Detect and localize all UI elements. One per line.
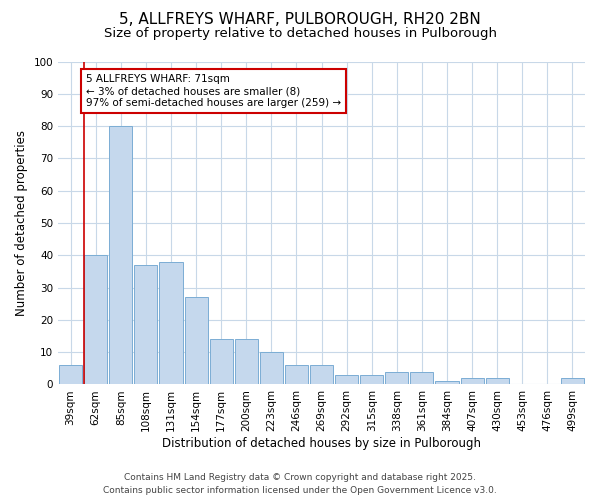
Bar [109,126,133,384]
Text: Size of property relative to detached houses in Pulborough: Size of property relative to detached ho… [104,28,497,40]
Bar [209,339,233,384]
Text: Contains HM Land Registry data © Crown copyright and database right 2025.
Contai: Contains HM Land Registry data © Crown c… [103,474,497,495]
Bar [59,365,82,384]
Bar [235,339,258,384]
Bar [84,256,107,384]
Bar [335,375,358,384]
Bar [485,378,509,384]
Bar [134,265,157,384]
Bar [285,365,308,384]
Text: 5, ALLFREYS WHARF, PULBOROUGH, RH20 2BN: 5, ALLFREYS WHARF, PULBOROUGH, RH20 2BN [119,12,481,28]
Bar [160,262,182,384]
Bar [561,378,584,384]
Bar [461,378,484,384]
Text: 5 ALLFREYS WHARF: 71sqm
← 3% of detached houses are smaller (8)
97% of semi-deta: 5 ALLFREYS WHARF: 71sqm ← 3% of detached… [86,74,341,108]
Bar [360,375,383,384]
Bar [436,381,458,384]
Bar [185,298,208,384]
Bar [310,365,333,384]
Bar [385,372,409,384]
Bar [260,352,283,384]
Bar [410,372,433,384]
Y-axis label: Number of detached properties: Number of detached properties [15,130,28,316]
X-axis label: Distribution of detached houses by size in Pulborough: Distribution of detached houses by size … [162,437,481,450]
